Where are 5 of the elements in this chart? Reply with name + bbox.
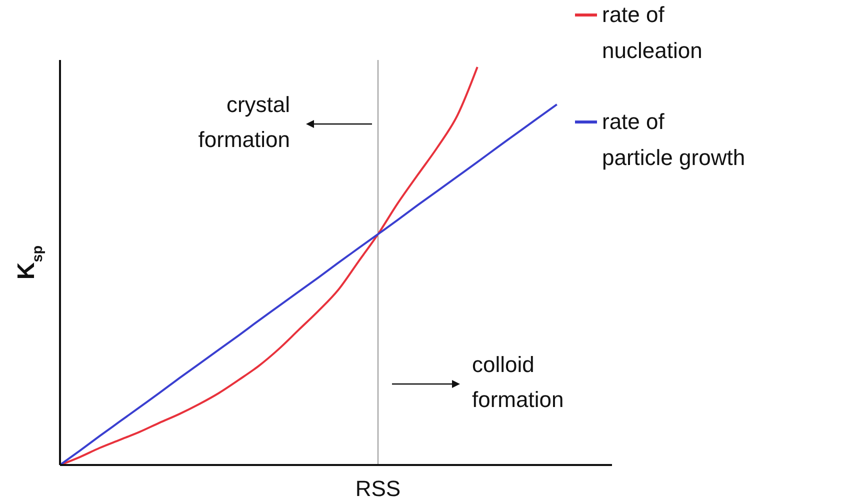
legend-label: rate of nucleation	[602, 2, 702, 63]
annotation: crystal formation	[198, 92, 290, 152]
x-axis-title: RSS	[355, 476, 401, 501]
legend-label: rate of particle growth	[602, 109, 746, 170]
annotation: colloid formation	[472, 352, 564, 412]
